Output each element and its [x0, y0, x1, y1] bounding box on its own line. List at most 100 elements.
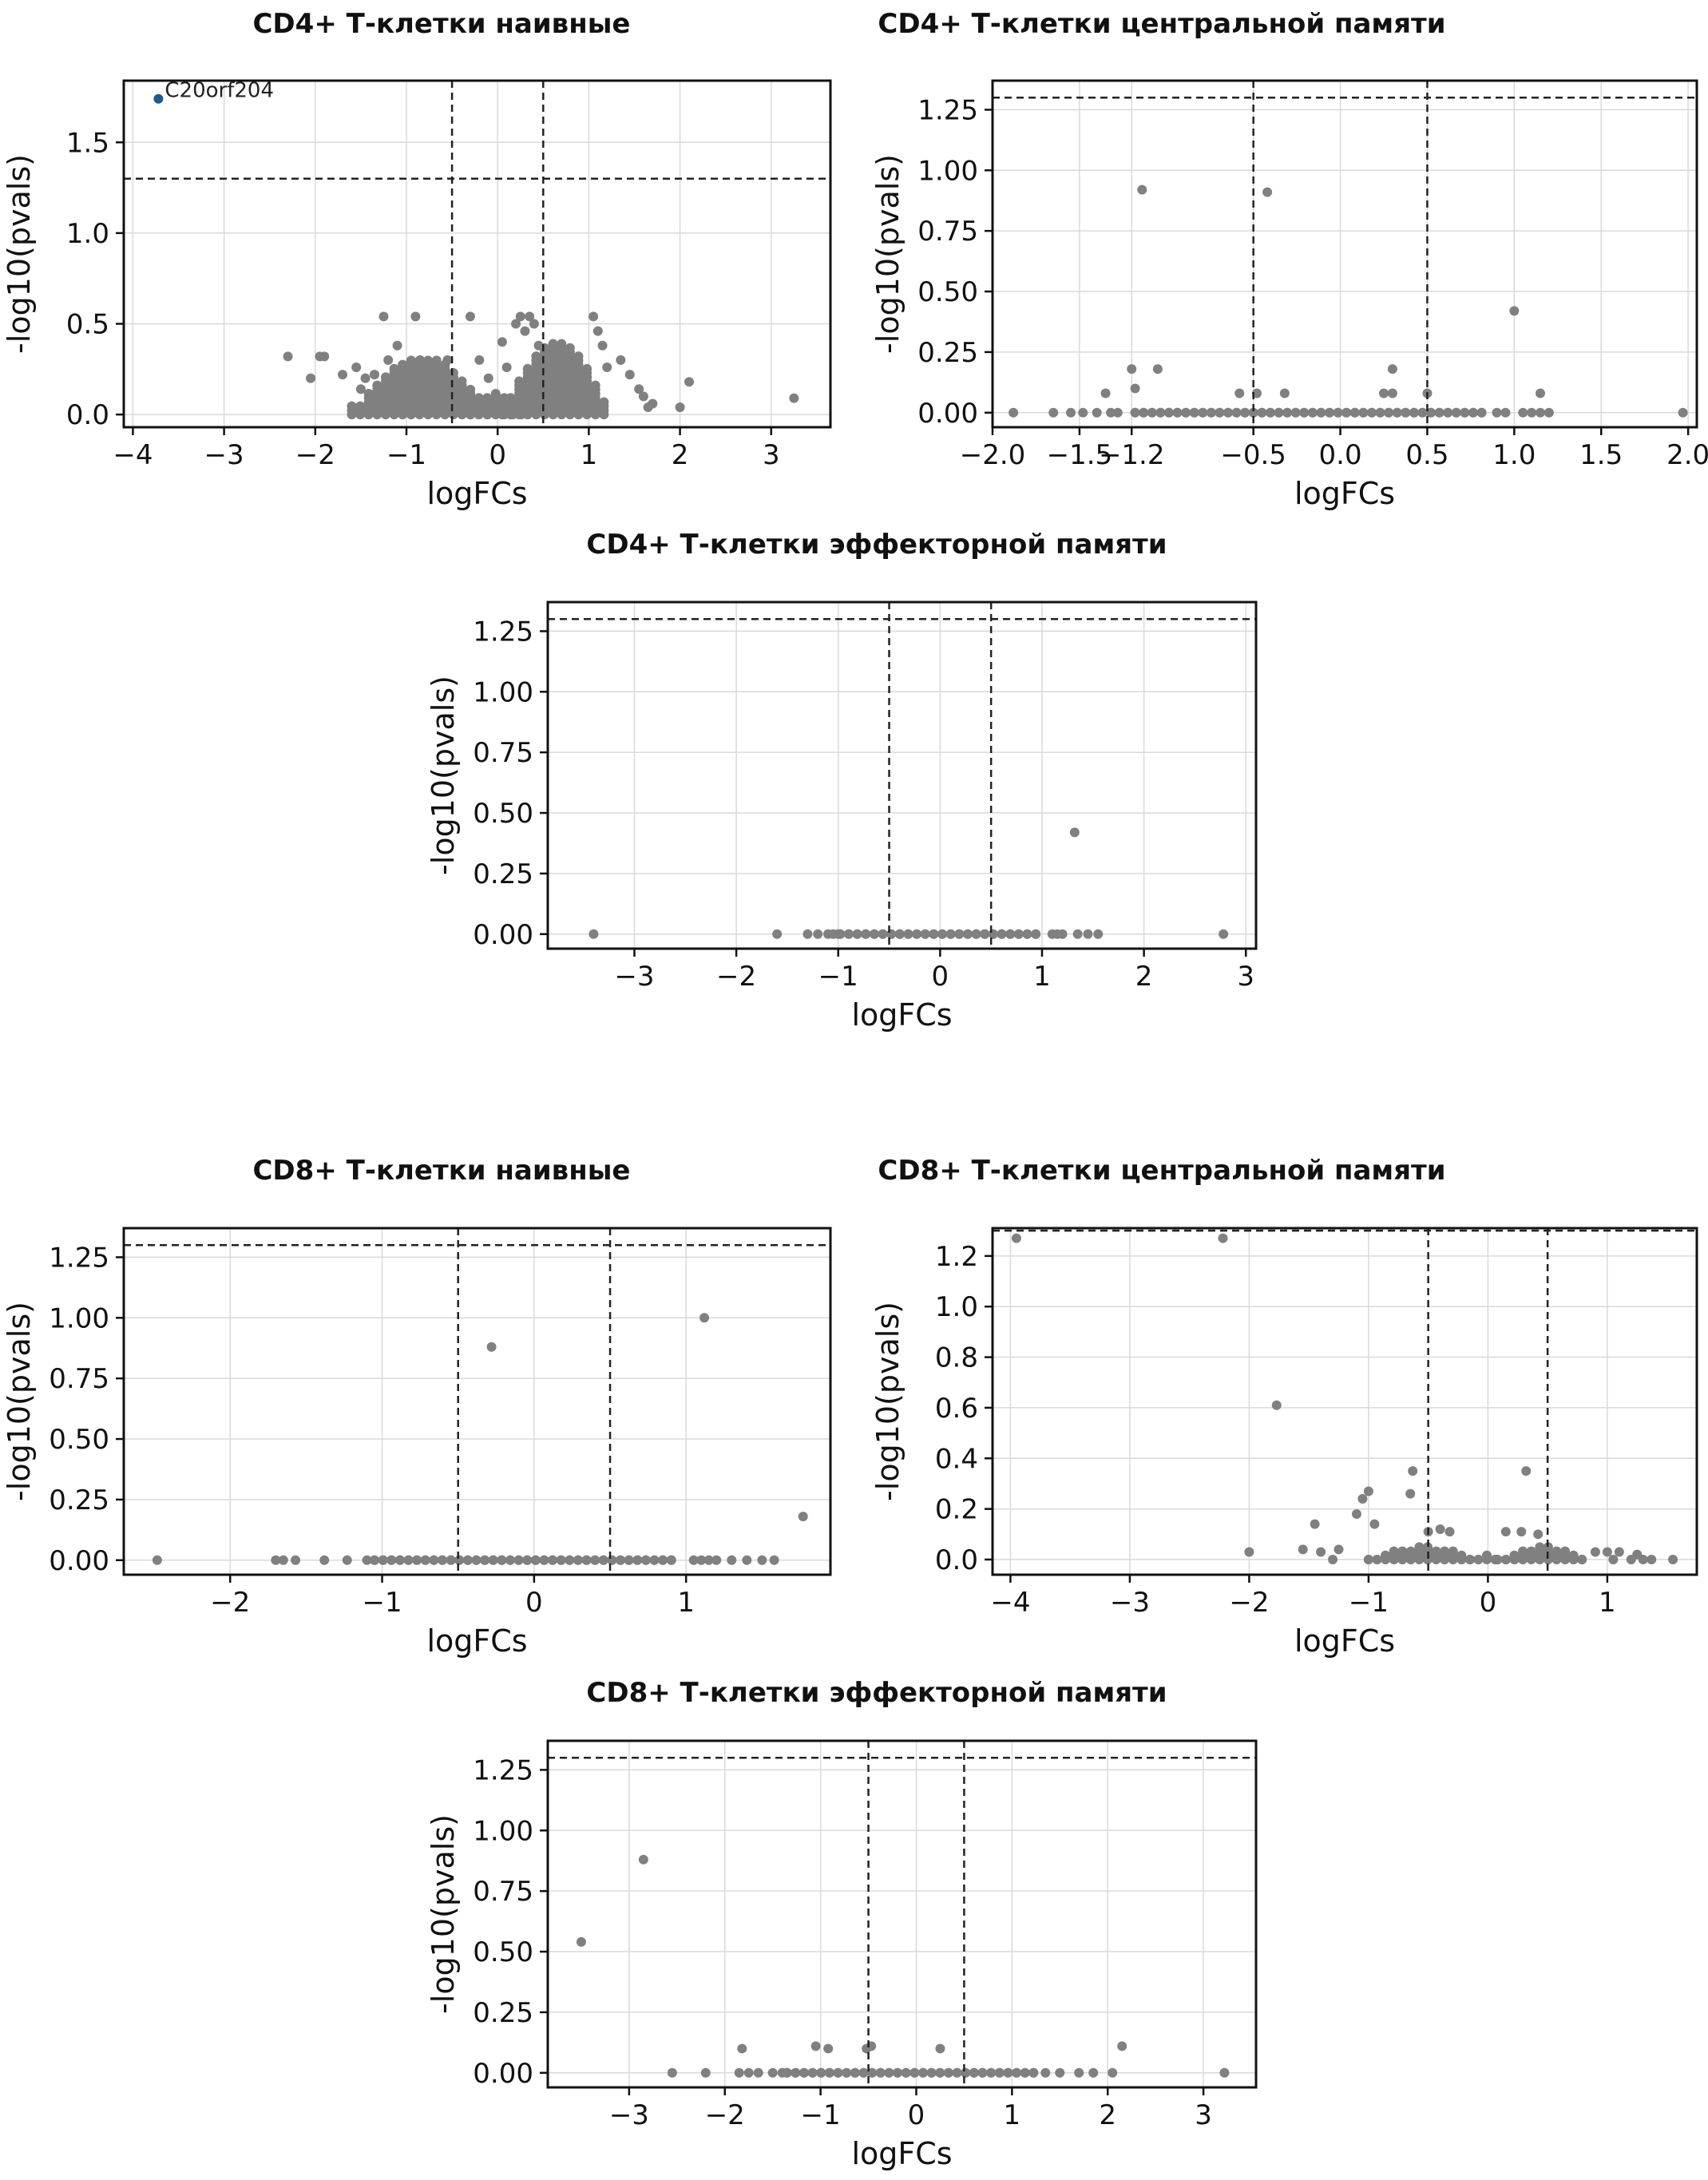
data-point	[1244, 1547, 1254, 1557]
x-axis-title: logFCs	[426, 1623, 527, 1659]
data-point	[1066, 407, 1076, 418]
data-point	[530, 1555, 541, 1565]
point-cluster	[1363, 1542, 1475, 1564]
data-point	[742, 1555, 752, 1565]
data-point	[1139, 407, 1149, 418]
data-point	[658, 1555, 668, 1565]
data-point	[1031, 929, 1041, 939]
x-axis-title: logFCs	[1294, 1623, 1395, 1659]
data-point	[1152, 364, 1163, 375]
data-point	[1526, 1546, 1536, 1556]
highlight-point	[153, 93, 164, 104]
x-tick-label: 0	[932, 961, 949, 993]
x-tick-label: −4	[990, 1587, 1030, 1619]
data-point	[515, 311, 525, 322]
x-tick-label: −1.2	[1099, 439, 1165, 471]
data-point	[1108, 2067, 1118, 2078]
data-point	[1492, 407, 1502, 418]
x-tick-label: 1	[581, 439, 598, 471]
data-point	[843, 929, 854, 939]
data-point	[437, 1555, 447, 1565]
data-point	[1189, 407, 1199, 418]
data-point	[842, 2067, 852, 2078]
data-point	[360, 373, 371, 383]
data-point	[1130, 383, 1140, 394]
data-point	[490, 389, 501, 399]
data-point	[1568, 1550, 1579, 1560]
data-point	[511, 319, 521, 329]
data-point	[1262, 187, 1273, 197]
x-tick-label: 0.5	[1405, 439, 1448, 471]
x-tick-label: 2.0	[1666, 439, 1708, 471]
data-point	[283, 351, 293, 362]
data-point	[667, 2067, 677, 2078]
data-point	[1215, 407, 1225, 418]
data-point	[1456, 1550, 1467, 1560]
data-point	[355, 384, 366, 394]
data-point	[539, 1555, 549, 1565]
y-tick-label: 0.00	[49, 1545, 109, 1577]
data-point	[557, 339, 567, 349]
data-point	[1078, 407, 1088, 418]
data-point	[816, 2067, 826, 2078]
data-point	[1500, 1527, 1511, 1537]
x-tick-label: −2.0	[960, 439, 1026, 471]
data-point	[516, 405, 526, 415]
data-point	[1279, 388, 1290, 398]
x-tick-label: −2	[716, 961, 756, 993]
data-point	[688, 1555, 699, 1565]
x-tick-label: 1	[1033, 961, 1051, 993]
data-point	[1551, 1546, 1562, 1556]
data-point	[462, 1555, 473, 1565]
data-point	[433, 377, 443, 387]
y-tick-label: 0.25	[473, 858, 533, 890]
data-point	[1316, 407, 1326, 418]
data-point	[799, 2067, 809, 2078]
data-point	[1181, 407, 1191, 418]
data-point	[1435, 1524, 1445, 1534]
data-point	[1147, 407, 1157, 418]
data-point	[624, 1555, 634, 1565]
x-tick-label: −3	[609, 2099, 649, 2131]
data-point	[823, 2043, 834, 2054]
y-tick-label: 0.4	[935, 1443, 978, 1475]
data-point	[1509, 1550, 1520, 1560]
data-point	[1647, 1554, 1657, 1564]
data-point	[875, 2067, 886, 2078]
data-point	[1444, 1527, 1455, 1537]
y-tick-label: 0.75	[473, 737, 533, 769]
data-point	[522, 1555, 533, 1565]
y-axis-title: -log10(pvals)	[426, 676, 461, 875]
point-cluster	[782, 2067, 1039, 2078]
data-point	[1307, 407, 1318, 418]
data-point	[943, 2067, 953, 2078]
data-point	[394, 1555, 405, 1565]
data-point	[616, 355, 626, 365]
panel-title-cd8-effector-memory: CD8+ Т-клетки эффекторной памяти	[586, 1677, 1167, 1709]
volcano-plot-cd8-central-memory: −4 −3 −2 −1 0 1 0.0 0.2 0.4 0.6 0.8 1.0 1.2 logFCs -lo…	[870, 1227, 1698, 1659]
data-point	[920, 929, 930, 939]
data-point	[508, 397, 518, 407]
data-point	[1384, 407, 1394, 418]
data-point	[1518, 407, 1528, 418]
y-tick-label: 1.0	[66, 218, 109, 250]
data-point	[1013, 929, 1024, 939]
data-point	[813, 929, 823, 939]
x-tick-label: −2	[210, 1587, 250, 1619]
data-point	[454, 1555, 465, 1565]
data-point	[598, 1555, 608, 1565]
data-point	[573, 351, 584, 362]
x-tick-label: −2	[295, 439, 335, 471]
data-point	[1464, 1554, 1475, 1564]
data-point	[624, 370, 635, 380]
data-point	[271, 1555, 281, 1565]
data-point	[1341, 407, 1352, 418]
data-point	[1363, 1554, 1373, 1564]
x-tick-label: 2	[1135, 961, 1153, 993]
plot-frame	[546, 600, 1258, 950]
data-point	[342, 1555, 352, 1565]
data-point	[1231, 407, 1242, 418]
point-cluster	[465, 389, 526, 420]
data-point	[557, 373, 567, 383]
data-point	[1274, 407, 1284, 418]
